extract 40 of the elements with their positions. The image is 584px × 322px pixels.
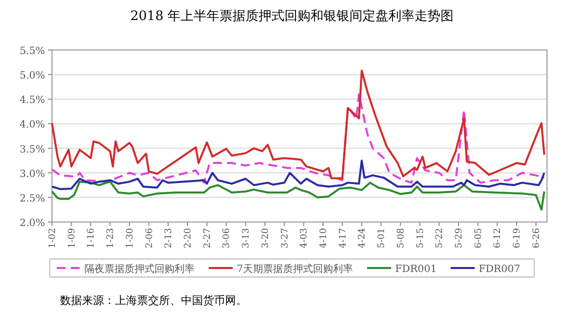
x-tick-label: 3-06 (222, 228, 232, 248)
x-tick-label: 5-01 (377, 228, 388, 248)
x-tick-label: 1-16 (86, 228, 97, 248)
y-tick-label: 3.5% (20, 144, 45, 156)
source-note: 数据来源：上海票交所、中国货币网。 (60, 294, 247, 307)
y-tick-label: 2.0% (20, 218, 45, 229)
x-tick-label: 4-10 (319, 228, 330, 248)
x-tick-label: 2-06 (144, 228, 155, 248)
x-tick-label: 1-30 (125, 228, 136, 248)
x-tick-label: 3-20 (260, 228, 271, 248)
legend-label: 隔夜票据质押式回购利率 (84, 263, 195, 275)
x-tick-label: 4-17 (338, 228, 348, 248)
x-tick-label: 5-29 (454, 228, 465, 248)
x-tick-label: 5-15 (416, 228, 426, 248)
y-tick-label: 3.0% (20, 168, 45, 180)
legend-label: FDR007 (478, 264, 520, 275)
legend-label: 7天期票据质押式回购利率 (236, 263, 354, 275)
x-tick-label: 6-12 (493, 228, 504, 248)
x-tick-label: 1-02 (48, 228, 58, 248)
x-tick-label: 5-08 (396, 228, 406, 248)
y-tick-label: 4.0% (20, 120, 45, 131)
y-tick-label: 5.5% (20, 46, 45, 57)
x-tick-label: 5-22 (435, 228, 446, 248)
x-tick-label: 4-24 (358, 228, 368, 248)
x-tick-label: 2-13 (164, 228, 174, 248)
y-tick-label: 5.0% (20, 70, 45, 82)
x-tick-label: 2-20 (184, 228, 194, 248)
x-tick-label: 1-23 (106, 228, 116, 248)
x-tick-label: 1-09 (67, 228, 78, 248)
y-tick-label: 4.5% (20, 95, 45, 106)
x-tick-label: 6-26 (532, 228, 542, 248)
x-tick-label: 3-13 (242, 228, 252, 248)
x-tick-label: 3-27 (280, 228, 290, 248)
legend-label: FDR001 (395, 264, 437, 275)
x-tick-label: 2-27 (202, 228, 213, 248)
x-tick-label: 6-19 (512, 228, 523, 248)
y-tick-label: 2.5% (20, 193, 45, 204)
x-tick-label: 6-05 (474, 228, 484, 248)
chart-title: 2018 年上半年票据质押式回购和银银间定盘利率走势图 (130, 8, 454, 24)
x-tick-label: 4-03 (300, 228, 310, 248)
